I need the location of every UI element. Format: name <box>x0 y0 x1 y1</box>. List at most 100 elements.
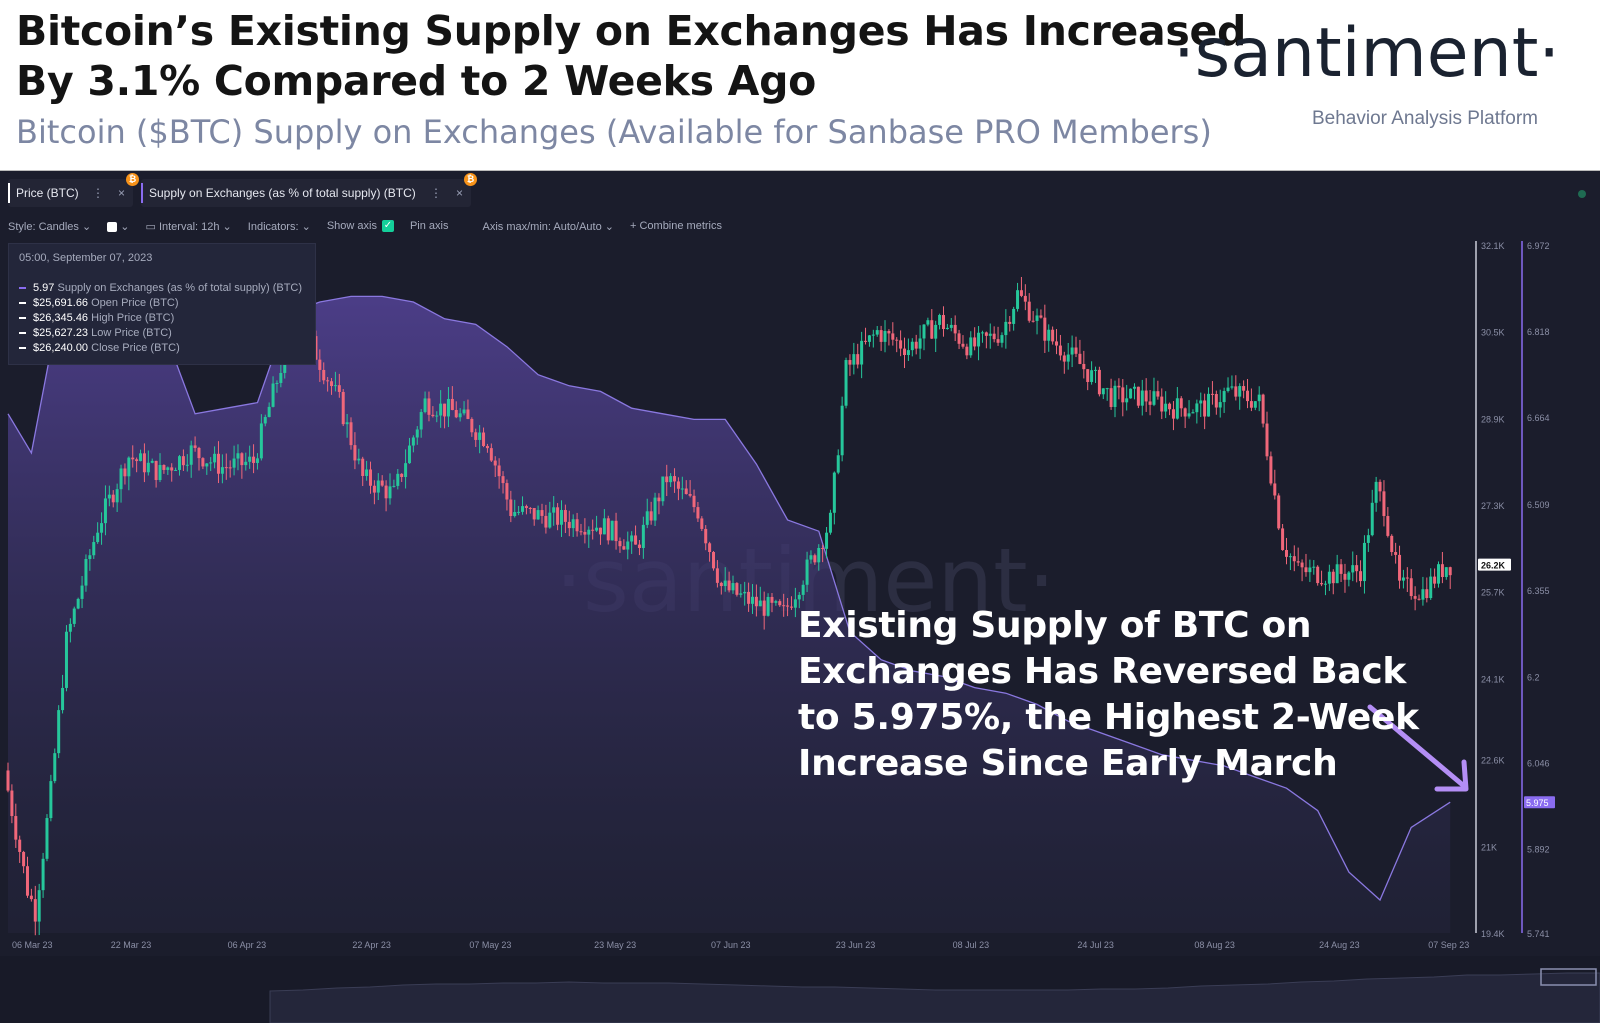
candle-body <box>1448 567 1452 576</box>
candle-body <box>641 524 645 548</box>
candle-body <box>1312 566 1316 568</box>
candle-body <box>1043 317 1047 341</box>
axis-minmax-label: Axis max/min: Auto/Auto <box>482 220 602 233</box>
candle-body <box>18 839 22 852</box>
candle-body <box>758 600 762 607</box>
candle-body <box>1016 290 1020 309</box>
candle-body <box>821 547 825 549</box>
tooltip-row-open: $25,691.66 Open Price (BTC) <box>19 297 179 309</box>
candle-body <box>965 346 969 356</box>
candle-body <box>1094 369 1097 371</box>
candle-body <box>536 510 540 520</box>
candle-body <box>618 541 622 547</box>
tab-supply-on-exchanges[interactable]: Supply on Exchanges (as % of total suppl… <box>141 173 477 207</box>
candle-body <box>895 339 899 341</box>
candle-body <box>528 507 532 509</box>
candle-body <box>462 409 466 414</box>
candle-body <box>793 599 797 608</box>
candle-body <box>801 584 805 595</box>
axis-minmax-select[interactable]: Axis max/min: Auto/Auto ⌄ <box>482 220 614 233</box>
close-icon[interactable]: × <box>117 186 125 200</box>
interval-select[interactable]: ▭ Interval: 12h ⌄ <box>145 220 232 233</box>
candle-body <box>1160 396 1164 412</box>
chart-header: Bitcoin’s Existing Supply on Exchanges H… <box>0 0 1600 171</box>
candle-body <box>501 476 505 484</box>
candle-body <box>407 445 411 464</box>
candle-body <box>1257 394 1261 402</box>
candle-body <box>1055 341 1059 346</box>
candle-body <box>676 481 680 489</box>
candle-body <box>1378 481 1382 492</box>
candle-body <box>762 600 766 616</box>
price-axis-tick: 28.9K <box>1481 414 1505 424</box>
candle-body <box>1440 564 1444 578</box>
pin-axis-toggle[interactable]: Pin axis <box>409 220 449 232</box>
candle-body <box>224 467 228 469</box>
candle-body <box>891 333 895 340</box>
santiment-logo: ·santiment· <box>1173 14 1560 93</box>
supply-current-label: 5.975 <box>1526 798 1549 808</box>
candle-body <box>1222 391 1226 403</box>
x-axis-tick: 08 Jul 23 <box>953 940 990 950</box>
more-icon[interactable]: ⋮ <box>429 186 442 200</box>
candle-body <box>10 790 14 817</box>
candle-body <box>470 418 474 433</box>
chart-svg[interactable]: ·santiment·32.1K30.5K28.9K27.3K25.7K24.1… <box>0 171 1600 1023</box>
candle-body <box>770 596 774 603</box>
candle-body <box>1000 335 1004 343</box>
candle-body <box>540 510 544 516</box>
tooltip-row-low: $25,627.23 Low Price (BTC) <box>19 327 172 339</box>
more-icon[interactable]: ⋮ <box>91 186 104 200</box>
candle-body <box>750 596 754 604</box>
candle-body <box>719 582 723 587</box>
candle-body <box>322 369 326 381</box>
candle-body <box>1144 390 1148 402</box>
candle-body <box>1121 387 1125 403</box>
color-select[interactable]: ⌄ <box>107 220 130 233</box>
candle-body <box>1300 562 1304 568</box>
candle-body <box>587 529 591 535</box>
candle-body <box>505 483 509 500</box>
candle-body <box>626 541 630 550</box>
candle-body <box>680 488 684 490</box>
candle-body <box>575 519 579 532</box>
chart-toolbar: Style: Candles ⌄ ⌄ ▭ Interval: 12h ⌄ Ind… <box>8 218 722 234</box>
combine-metrics-button[interactable]: + Combine metrics <box>629 220 722 232</box>
candle-body <box>832 472 836 513</box>
candle-body <box>244 461 248 466</box>
x-axis-tick: 06 Apr 23 <box>228 940 267 950</box>
style-select[interactable]: Style: Candles ⌄ <box>8 220 92 233</box>
candle-body <box>216 453 220 474</box>
candle-body <box>1117 385 1121 388</box>
price-axis-tick: 32.1K <box>1481 241 1505 251</box>
candle-body <box>1035 315 1039 321</box>
candle-body <box>271 383 275 407</box>
indicators-select[interactable]: Indicators: ⌄ <box>247 220 311 233</box>
candle-body <box>396 473 400 486</box>
candle-body <box>29 895 33 900</box>
candle-body <box>380 480 384 486</box>
checkbox-checked-icon[interactable]: ✓ <box>381 220 394 233</box>
candle-body <box>544 515 548 528</box>
candle-body <box>497 465 501 477</box>
candle-body <box>1125 398 1129 403</box>
candle-body <box>579 531 583 533</box>
candle-body <box>786 605 790 607</box>
candle-body <box>178 456 182 470</box>
candle-body <box>1129 388 1133 399</box>
candle-body <box>789 606 793 608</box>
candle-body <box>918 338 922 349</box>
close-icon[interactable]: × <box>455 186 463 200</box>
candle-body <box>439 403 443 416</box>
candle-body <box>883 330 887 342</box>
candle-body <box>1027 301 1031 321</box>
show-axis-toggle[interactable]: Show axis ✓ <box>327 220 394 233</box>
candle-body <box>973 337 977 347</box>
candle-body <box>1109 388 1113 407</box>
candle-body <box>1437 564 1441 584</box>
supply-axis-tick: 6.046 <box>1527 759 1550 769</box>
candle-body <box>606 518 610 541</box>
status-dot-icon <box>1578 190 1586 198</box>
candle-body <box>1284 550 1288 557</box>
tab-price-btc[interactable]: Price (BTC) ⋮ × ₿ <box>8 173 139 207</box>
